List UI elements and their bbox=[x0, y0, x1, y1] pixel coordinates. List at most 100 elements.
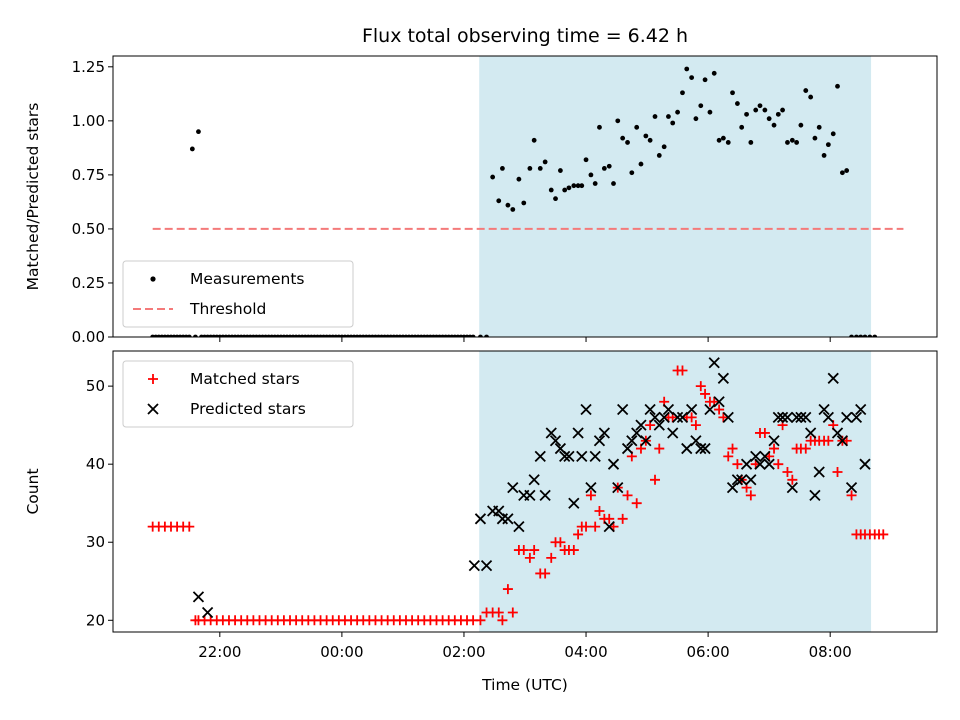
predicted-point bbox=[201, 606, 214, 619]
measurement-point bbox=[571, 183, 577, 189]
predicted-point bbox=[859, 458, 871, 470]
predicted-point bbox=[539, 489, 551, 502]
measurement-point bbox=[702, 77, 708, 83]
predicted-point bbox=[699, 442, 711, 455]
predicted-point bbox=[649, 411, 661, 423]
legend-box bbox=[122, 360, 354, 428]
predicted-point bbox=[831, 427, 844, 439]
predicted-point bbox=[772, 411, 784, 423]
measurement-point bbox=[186, 334, 192, 337]
measurement-point bbox=[537, 166, 543, 171]
predicted-point bbox=[534, 450, 546, 463]
predicted-point bbox=[598, 427, 610, 439]
predicted-point bbox=[685, 403, 698, 416]
legend-predicted-marker bbox=[147, 403, 159, 415]
y-tick-label: 0.25 bbox=[72, 274, 105, 292]
measurement-point bbox=[193, 334, 198, 337]
matched-point bbox=[546, 552, 557, 563]
predicted-point bbox=[805, 427, 817, 439]
measurement-point bbox=[566, 185, 572, 191]
measurement-point bbox=[661, 144, 667, 150]
legend-label: Predicted stars bbox=[190, 400, 306, 418]
predicted-point bbox=[631, 427, 643, 439]
matched-point bbox=[677, 365, 688, 376]
measurement-point bbox=[490, 174, 496, 180]
measurement-point bbox=[629, 170, 635, 176]
series-matched-stars bbox=[147, 365, 889, 626]
matched-point bbox=[759, 427, 770, 438]
measurement-point bbox=[711, 70, 717, 76]
matched-point bbox=[585, 490, 596, 501]
matched-point bbox=[540, 568, 551, 579]
measurement-point bbox=[583, 157, 589, 163]
measurement-point bbox=[531, 137, 537, 143]
measurement-point bbox=[689, 75, 695, 81]
measurement-point bbox=[601, 166, 607, 171]
predicted-point bbox=[690, 435, 702, 447]
measurement-point bbox=[812, 135, 818, 141]
predicted-point bbox=[845, 481, 858, 494]
measurement-point bbox=[510, 207, 516, 212]
measurement-point bbox=[643, 133, 649, 139]
predicted-point bbox=[818, 403, 830, 416]
measurement-point bbox=[684, 66, 690, 72]
predicted-point bbox=[841, 411, 853, 423]
measurement-point bbox=[867, 334, 873, 337]
predicted-point bbox=[640, 435, 652, 447]
plot-area bbox=[150, 66, 904, 337]
matched-point bbox=[475, 615, 486, 626]
measurement-point bbox=[548, 187, 554, 193]
measurement-point bbox=[592, 181, 598, 186]
matched-point bbox=[714, 404, 725, 415]
measurement-point bbox=[780, 107, 785, 113]
matched-point bbox=[878, 529, 889, 540]
chart-title: Flux total observing time = 6.42 h bbox=[362, 25, 688, 47]
measurement-point bbox=[496, 198, 502, 204]
predicted-point bbox=[192, 591, 205, 603]
predicted-point bbox=[585, 481, 597, 494]
matched-point bbox=[727, 443, 738, 454]
matched-point bbox=[769, 443, 780, 454]
matched-point bbox=[617, 513, 628, 524]
measurement-point bbox=[588, 172, 594, 178]
measurement-point bbox=[620, 135, 626, 141]
measurement-point bbox=[693, 116, 699, 122]
predicted-point bbox=[603, 520, 615, 533]
matched-point bbox=[700, 388, 711, 399]
measurement-point bbox=[775, 111, 781, 117]
measurement-point bbox=[816, 124, 822, 130]
measurement-point bbox=[666, 114, 671, 119]
measurement-point bbox=[720, 135, 726, 141]
matched-point bbox=[555, 537, 566, 548]
x-axis-label: Time (UTC) bbox=[481, 676, 568, 694]
y-axis-label: Matched/Predicted stars bbox=[24, 103, 42, 291]
measurement-point bbox=[189, 146, 195, 152]
measurement-point bbox=[753, 107, 759, 113]
measurement-point bbox=[825, 142, 831, 148]
measurement-point bbox=[830, 131, 836, 137]
predicted-point bbox=[545, 427, 557, 439]
predicted-point bbox=[800, 411, 812, 423]
predicted-point bbox=[667, 427, 679, 439]
matched-point bbox=[568, 545, 579, 556]
x-tick-label: 02:00 bbox=[442, 643, 485, 661]
matched-point bbox=[581, 521, 592, 532]
predicted-point bbox=[576, 450, 588, 463]
measurement-point bbox=[766, 116, 772, 122]
axes-frame bbox=[112, 55, 938, 338]
predicted-point bbox=[708, 357, 720, 369]
measurement-point bbox=[844, 168, 850, 173]
measurement-point bbox=[562, 187, 568, 193]
y-tick-label: 0.50 bbox=[72, 220, 105, 238]
matched-point bbox=[745, 490, 756, 501]
predicted-point bbox=[795, 411, 807, 423]
predicted-point bbox=[493, 505, 505, 517]
measurement-point bbox=[730, 90, 735, 96]
legend-label: Measurements bbox=[190, 270, 305, 288]
predicted-point bbox=[745, 474, 757, 486]
predicted-point bbox=[695, 442, 707, 455]
measurement-point bbox=[680, 90, 685, 96]
measurement-point bbox=[858, 334, 864, 337]
measurement-point bbox=[484, 334, 489, 337]
measurement-point bbox=[597, 124, 602, 130]
